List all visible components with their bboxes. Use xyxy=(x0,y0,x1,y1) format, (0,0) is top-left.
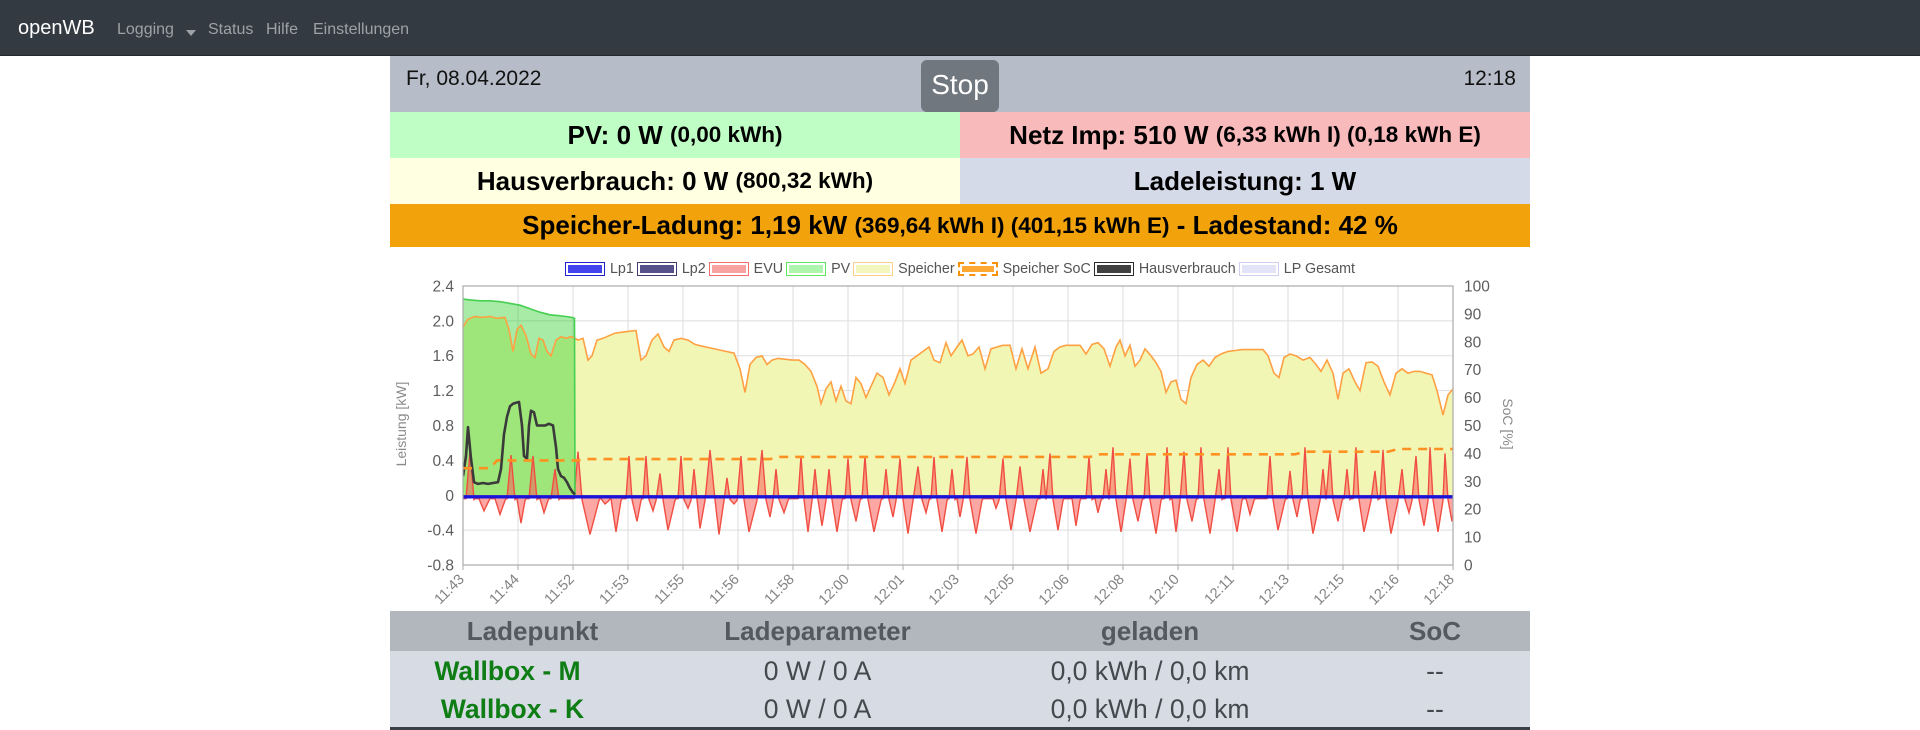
svg-text:0.4: 0.4 xyxy=(432,453,454,470)
svg-text:11:43: 11:43 xyxy=(432,572,468,608)
svg-text:0: 0 xyxy=(445,488,454,505)
svg-text:12:10: 12:10 xyxy=(1146,572,1183,609)
svg-text:11:44: 11:44 xyxy=(487,572,523,608)
svg-text:2.0: 2.0 xyxy=(432,313,454,330)
svg-text:10: 10 xyxy=(1464,530,1482,547)
svg-text:Leistung [kW]: Leistung [kW] xyxy=(393,382,409,467)
svg-text:11:55: 11:55 xyxy=(652,572,688,608)
svg-text:12:05: 12:05 xyxy=(981,572,1018,609)
svg-text:50: 50 xyxy=(1464,418,1482,435)
svg-text:60: 60 xyxy=(1464,390,1482,407)
svg-text:12:13: 12:13 xyxy=(1256,572,1293,609)
svg-text:0.8: 0.8 xyxy=(432,418,454,435)
svg-text:70: 70 xyxy=(1464,362,1482,379)
svg-text:80: 80 xyxy=(1464,334,1482,351)
svg-text:12:18: 12:18 xyxy=(1421,572,1458,609)
svg-text:100: 100 xyxy=(1464,279,1490,296)
svg-text:40: 40 xyxy=(1464,446,1482,463)
svg-text:2.4: 2.4 xyxy=(432,279,454,296)
svg-text:1.2: 1.2 xyxy=(432,383,454,400)
svg-text:-0.4: -0.4 xyxy=(427,523,454,540)
svg-text:12:00: 12:00 xyxy=(816,572,853,609)
svg-text:30: 30 xyxy=(1464,474,1482,491)
svg-text:0: 0 xyxy=(1464,558,1473,575)
svg-text:12:15: 12:15 xyxy=(1311,572,1348,609)
svg-text:12:01: 12:01 xyxy=(871,572,908,609)
svg-text:11:58: 11:58 xyxy=(762,572,798,608)
svg-text:12:16: 12:16 xyxy=(1366,572,1403,609)
svg-text:12:08: 12:08 xyxy=(1091,572,1128,609)
svg-text:12:11: 12:11 xyxy=(1202,572,1238,608)
svg-text:11:53: 11:53 xyxy=(597,572,633,608)
svg-text:-0.8: -0.8 xyxy=(427,558,454,575)
svg-text:11:56: 11:56 xyxy=(707,572,743,608)
svg-text:1.6: 1.6 xyxy=(432,348,454,365)
svg-text:90: 90 xyxy=(1464,306,1482,323)
svg-text:20: 20 xyxy=(1464,502,1482,519)
svg-text:12:06: 12:06 xyxy=(1036,572,1073,609)
svg-text:12:03: 12:03 xyxy=(926,572,963,609)
svg-text:SoC [%]: SoC [%] xyxy=(1500,398,1516,449)
svg-text:11:52: 11:52 xyxy=(542,572,578,608)
